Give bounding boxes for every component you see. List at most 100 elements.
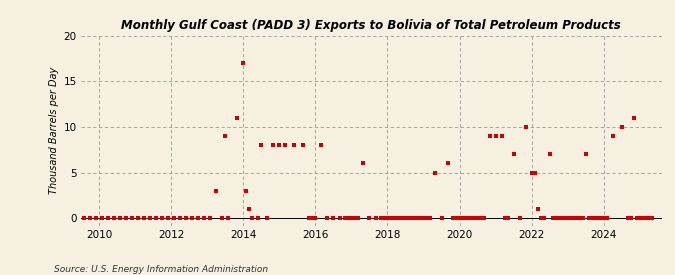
- Point: [529, 170, 540, 175]
- Point: [502, 216, 513, 220]
- Point: [589, 216, 600, 220]
- Point: [556, 216, 567, 220]
- Point: [647, 216, 657, 220]
- Point: [599, 216, 610, 220]
- Point: [454, 216, 465, 220]
- Point: [349, 216, 360, 220]
- Point: [406, 216, 417, 220]
- Point: [490, 134, 501, 138]
- Point: [90, 216, 101, 220]
- Point: [394, 216, 405, 220]
- Point: [127, 216, 138, 220]
- Point: [376, 216, 387, 220]
- Point: [145, 216, 156, 220]
- Point: [583, 216, 594, 220]
- Point: [253, 216, 264, 220]
- Point: [232, 116, 242, 120]
- Point: [268, 143, 279, 147]
- Point: [103, 216, 113, 220]
- Point: [544, 152, 555, 156]
- Point: [132, 216, 143, 220]
- Point: [412, 216, 423, 220]
- Point: [622, 216, 633, 220]
- Point: [568, 216, 579, 220]
- Point: [415, 216, 426, 220]
- Point: [163, 216, 173, 220]
- Point: [616, 125, 627, 129]
- Point: [238, 61, 248, 65]
- Point: [643, 216, 654, 220]
- Point: [388, 216, 399, 220]
- Point: [382, 216, 393, 220]
- Point: [592, 216, 603, 220]
- Point: [484, 134, 495, 138]
- Point: [535, 216, 546, 220]
- Point: [181, 216, 192, 220]
- Point: [385, 216, 396, 220]
- Point: [578, 216, 589, 220]
- Point: [632, 216, 643, 220]
- Point: [400, 216, 411, 220]
- Point: [526, 170, 537, 175]
- Point: [562, 216, 573, 220]
- Point: [262, 216, 273, 220]
- Point: [595, 216, 606, 220]
- Point: [343, 216, 354, 220]
- Point: [508, 152, 519, 156]
- Point: [554, 216, 564, 220]
- Point: [280, 143, 291, 147]
- Point: [211, 189, 221, 193]
- Point: [430, 170, 441, 175]
- Text: Source: U.S. Energy Information Administration: Source: U.S. Energy Information Administ…: [54, 265, 268, 274]
- Point: [634, 216, 645, 220]
- Point: [472, 216, 483, 220]
- Point: [217, 216, 227, 220]
- Point: [193, 216, 204, 220]
- Point: [533, 207, 543, 211]
- Point: [205, 216, 215, 220]
- Point: [448, 216, 459, 220]
- Point: [151, 216, 161, 220]
- Point: [78, 216, 89, 220]
- Point: [641, 216, 651, 220]
- Point: [157, 216, 167, 220]
- Point: [241, 189, 252, 193]
- Point: [520, 125, 531, 129]
- Point: [452, 216, 462, 220]
- Point: [436, 216, 447, 220]
- Point: [565, 216, 576, 220]
- Y-axis label: Thousand Barrels per Day: Thousand Barrels per Day: [49, 67, 59, 194]
- Point: [418, 216, 429, 220]
- Point: [247, 216, 258, 220]
- Point: [274, 143, 285, 147]
- Point: [608, 134, 618, 138]
- Point: [316, 143, 327, 147]
- Point: [84, 216, 95, 220]
- Point: [379, 216, 390, 220]
- Point: [403, 216, 414, 220]
- Point: [514, 216, 525, 220]
- Point: [121, 216, 132, 220]
- Point: [328, 216, 339, 220]
- Point: [169, 216, 180, 220]
- Point: [334, 216, 345, 220]
- Point: [574, 216, 585, 220]
- Point: [109, 216, 119, 220]
- Title: Monthly Gulf Coast (PADD 3) Exports to Bolivia of Total Petroleum Products: Monthly Gulf Coast (PADD 3) Exports to B…: [122, 19, 621, 32]
- Point: [587, 216, 597, 220]
- Point: [463, 216, 474, 220]
- Point: [601, 216, 612, 220]
- Point: [496, 134, 507, 138]
- Point: [466, 216, 477, 220]
- Point: [442, 161, 453, 166]
- Point: [352, 216, 363, 220]
- Point: [626, 216, 637, 220]
- Point: [500, 216, 510, 220]
- Point: [637, 216, 648, 220]
- Point: [397, 216, 408, 220]
- Point: [550, 216, 561, 220]
- Point: [298, 143, 309, 147]
- Point: [628, 116, 639, 120]
- Point: [571, 216, 582, 220]
- Point: [199, 216, 210, 220]
